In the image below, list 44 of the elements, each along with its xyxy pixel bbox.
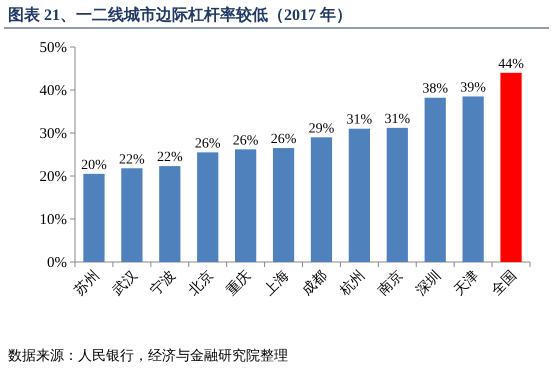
bar: [197, 152, 218, 262]
bar: [500, 72, 522, 262]
x-tick-label: 武汉: [110, 268, 141, 299]
data-label: 39%: [460, 80, 486, 96]
data-label: 31%: [384, 112, 410, 127]
data-label: 22%: [156, 150, 183, 166]
bar: [272, 148, 294, 262]
x-tick-label: 天津: [450, 268, 482, 299]
x-tick-label: 杭州: [336, 268, 368, 300]
data-label: 38%: [422, 82, 448, 97]
bar: [121, 168, 142, 262]
y-tick-label: 20%: [40, 169, 67, 185]
x-tick-label: 北京: [185, 268, 217, 299]
data-label: 44%: [498, 56, 524, 72]
bar: [386, 128, 408, 262]
y-tick-label: 10%: [40, 212, 67, 228]
y-tick-label: 0%: [47, 255, 67, 271]
source-note: 数据来源：人民银行，经济与金融研究院整理: [8, 348, 288, 364]
bar: [462, 96, 484, 262]
y-tick-label: 40%: [40, 83, 67, 99]
x-tick-label: 上海: [261, 268, 292, 299]
x-tick-label: 重庆: [223, 268, 254, 299]
data-label: 29%: [308, 121, 335, 136]
data-label: 31%: [346, 112, 373, 128]
data-label: 26%: [270, 132, 297, 148]
bar: [83, 174, 105, 262]
bar: [348, 128, 370, 262]
bar: [235, 149, 256, 262]
x-tick-label: 南京: [375, 268, 406, 299]
bar: [310, 137, 332, 262]
x-tick-label: 全国: [488, 268, 520, 299]
data-label: 22%: [119, 152, 146, 168]
bar: [424, 98, 446, 262]
data-label: 20%: [81, 158, 108, 173]
y-tick-label: 30%: [40, 126, 67, 142]
data-label: 26%: [194, 136, 221, 152]
y-tick-label: 50%: [40, 40, 67, 56]
x-tick-label: 宁波: [148, 268, 179, 299]
x-tick-label: 苏州: [72, 268, 103, 299]
chart-title: 图表 21、一二线城市边际杠杆率较低（2017 年）: [8, 5, 352, 24]
x-tick-label: 深圳: [412, 268, 444, 299]
x-tick-label: 成都: [299, 268, 330, 299]
bar: [159, 166, 180, 262]
data-label: 26%: [232, 133, 259, 148]
